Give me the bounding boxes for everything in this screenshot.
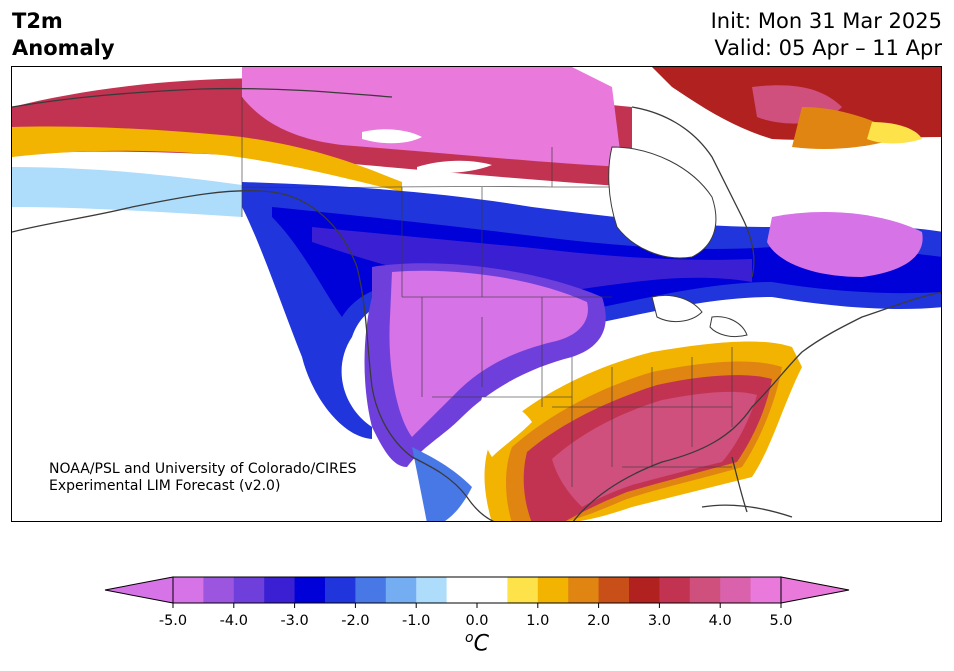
unit-base: C (473, 631, 489, 657)
colorbar-tick-label: 0.0 (465, 613, 489, 629)
map-title-dates: Init: Mon 31 Mar 2025 Valid: 05 Apr – 11… (711, 8, 942, 62)
title-line-variable: T2m (12, 9, 63, 33)
colorbar-under-arrow (104, 576, 174, 604)
colorbar-over-arrow (780, 576, 850, 604)
colorbar-bin (598, 577, 630, 603)
colorbar-tick-label: 2.0 (587, 613, 611, 629)
southwest-blue-edge (412, 447, 472, 521)
northwest-orange-band (12, 126, 402, 192)
arctic-lakes (362, 129, 492, 173)
colorbar: -5.0 -4.0 -3.0 -2.0 -1.0 0.0 1.0 2.0 3.0 4.0 5.0 o… (100, 574, 854, 664)
colorbar-bin (689, 577, 721, 603)
colorbar-scale (104, 576, 850, 608)
unit-label: oC (465, 630, 489, 656)
map-title-variable: T2m Anomaly (12, 8, 115, 62)
southeast-warm-core (552, 391, 757, 507)
credit-line-product: Experimental LIM Forecast (v2.0) (49, 478, 281, 494)
unit-degree-prefix: o (465, 630, 474, 646)
colorbar-bin (385, 577, 417, 603)
anomaly-map: NOAA/PSL and University of Colorado/CIRE… (11, 66, 942, 522)
colorbar-bin (659, 577, 691, 603)
colorbar-bin (477, 577, 508, 603)
init-date: Init: Mon 31 Mar 2025 (710, 9, 942, 33)
colorbar-bin (355, 577, 387, 603)
arctic-pink-zone (242, 67, 622, 167)
colorbar-tick-label: -3.0 (280, 613, 309, 629)
colorbar-tick-label: -5.0 (158, 613, 188, 629)
colorbar-tick-label: -4.0 (219, 613, 248, 629)
colorbar-tick-label: -2.0 (341, 613, 370, 629)
quebec-pink (767, 212, 923, 277)
coastline (12, 87, 941, 521)
colorbar-bin (446, 577, 478, 603)
colorbar-bin (233, 577, 265, 603)
colorbar-bin (294, 577, 326, 603)
map-canvas (12, 67, 941, 521)
colorbar-bin (750, 577, 782, 603)
valid-range: Valid: 05 Apr – 11 Apr (714, 36, 942, 60)
credit-text: NOAA/PSL and University of Colorado/CIRE… (49, 461, 357, 495)
title-line-anomaly: Anomaly (12, 36, 115, 60)
colorbar-bin (173, 577, 204, 603)
colorbar-bin (720, 577, 752, 603)
west-cold-pink (389, 270, 588, 437)
great-lakes (651, 294, 748, 338)
alaska-light-blue (12, 167, 242, 217)
colorbar-bin (264, 577, 296, 603)
colorbar-tick-label: 5.0 (769, 613, 793, 629)
gulf-white-gap (480, 397, 532, 457)
colorbar-bin (416, 577, 448, 603)
canada-cold-core (312, 227, 752, 292)
colorbar-tick-label: 1.0 (526, 613, 550, 629)
colorbar-bin (537, 577, 569, 603)
hudson-bay (608, 146, 717, 259)
colorbar-bin (507, 577, 539, 603)
borders (241, 97, 733, 487)
colorbar-bin (568, 577, 600, 603)
colorbar-tick-label: 4.0 (708, 613, 732, 629)
colorbar-bin (629, 577, 660, 603)
colorbar-bin (325, 577, 356, 603)
colorbar-tick-label: -1.0 (402, 613, 431, 629)
colorbar-bin (203, 577, 235, 603)
colorbar-tick-label: 3.0 (647, 613, 671, 629)
credit-line-organization: NOAA/PSL and University of Colorado/CIRE… (49, 461, 357, 477)
baffin-yellow (867, 122, 922, 144)
